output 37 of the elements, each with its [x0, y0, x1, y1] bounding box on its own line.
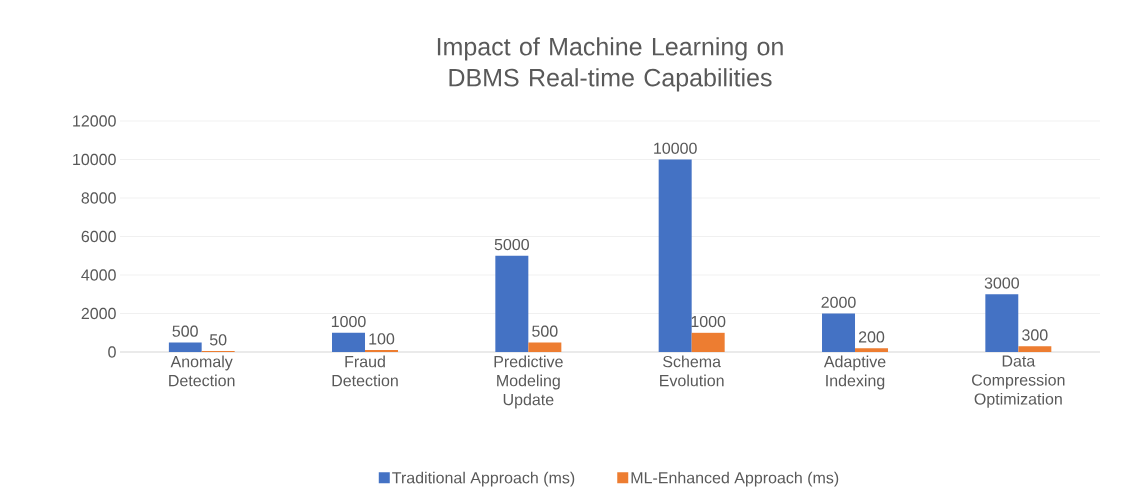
x-tick-label: Anomaly Detection	[169, 355, 235, 387]
y-tick-label: 10000	[73, 153, 116, 166]
data-label: 5000	[494, 238, 529, 251]
bar	[332, 332, 365, 353]
data-label: 10000	[654, 142, 697, 155]
data-label: 50	[209, 334, 227, 346]
x-tick-label: Adaptive Indexing	[823, 355, 886, 390]
bar	[691, 332, 725, 353]
x-tick-label: Predictive Modeling Update	[494, 355, 563, 409]
bar	[168, 342, 202, 353]
y-tick-label: 0	[108, 346, 116, 358]
y-tick-label: 8000	[81, 192, 116, 204]
y-tick-label: 2000	[81, 307, 116, 320]
bar	[495, 255, 529, 353]
bar	[985, 294, 1019, 353]
data-label: 200	[858, 331, 885, 343]
data-label: 500	[172, 325, 198, 337]
bar	[855, 348, 889, 353]
bar	[822, 313, 856, 353]
x-tick-label: Fraud Detection	[332, 355, 398, 387]
data-label: 100	[369, 333, 395, 345]
y-tick-label: 4000	[81, 269, 116, 281]
data-label: 1000	[331, 315, 366, 328]
bar	[658, 159, 692, 353]
data-label: 2000	[821, 296, 856, 309]
y-tick-label: 6000	[81, 230, 116, 243]
x-tick-label: Schema Evolution	[660, 355, 724, 387]
legend-label: Traditional Approach (ms)	[392, 471, 575, 487]
data-label: 300	[1022, 329, 1048, 341]
chart-title: Impact of Machine Learning on DBMS Real-time Capabilities	[437, 37, 783, 92]
legend-label: ML-Enhanced Approach (ms)	[631, 471, 839, 487]
data-label: 3000	[984, 277, 1019, 289]
x-tick-label: Data Compression Optimization	[972, 355, 1065, 408]
y-tick-label: 12000	[73, 115, 116, 127]
data-label: 500	[532, 325, 558, 337]
bar	[528, 342, 562, 353]
bar	[1018, 346, 1052, 353]
